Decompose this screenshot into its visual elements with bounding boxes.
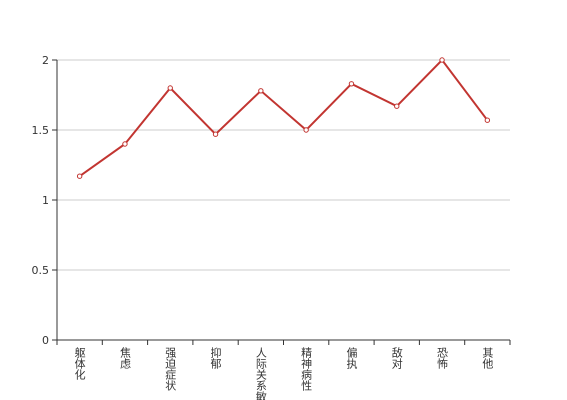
y-tick-label: 2 (42, 54, 49, 67)
point (76, 173, 83, 179)
x-tick-label: 精神病性 (300, 347, 313, 392)
point (394, 103, 400, 109)
point (212, 131, 219, 137)
x-tick-label: 焦虑 (118, 347, 131, 369)
point (303, 127, 309, 133)
x-tick-label: 敌对 (390, 346, 403, 369)
x-tick-label: 人际关系敏感 (254, 347, 267, 400)
x-tick-label: 偏执 (345, 346, 358, 370)
y-tick-label: 0 (42, 334, 49, 347)
point (122, 141, 128, 147)
x-tick-label: 躯体化 (73, 347, 86, 381)
x-tick-label: 其他 (481, 347, 494, 369)
point (167, 85, 173, 91)
point (439, 57, 445, 63)
x-tick-label: 恐怖 (436, 347, 449, 369)
y-tick-label: 1.5 (32, 124, 50, 137)
x-tick-label: 抑郁 (209, 346, 222, 369)
line (79, 58, 489, 178)
y-tick-label: 0.5 (32, 264, 50, 277)
y-tick-label: 1 (42, 194, 49, 207)
x-tick-label: 强迫症状 (164, 347, 177, 391)
point (484, 117, 491, 123)
point (348, 81, 355, 87)
point (258, 88, 264, 94)
